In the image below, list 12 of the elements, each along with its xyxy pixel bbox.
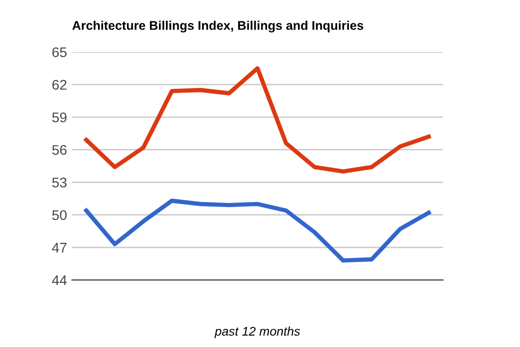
y-tick-label: 65 <box>52 47 67 58</box>
y-tick-label: 44 <box>52 275 67 286</box>
line-series <box>84 66 431 174</box>
y-tick-label: 62 <box>52 80 66 90</box>
y-tick-label: 50 <box>52 210 67 220</box>
x-axis-title: past 12 months <box>214 326 300 338</box>
chart-title: Architecture Billings Index, Billings and Inquiries <box>72 20 364 32</box>
y-tick-label: 59 <box>52 112 66 122</box>
y-tick-label: 53 <box>52 178 67 188</box>
y-tick-label: 56 <box>52 145 67 155</box>
line-series <box>84 198 431 263</box>
y-tick-label: 47 <box>52 242 66 252</box>
